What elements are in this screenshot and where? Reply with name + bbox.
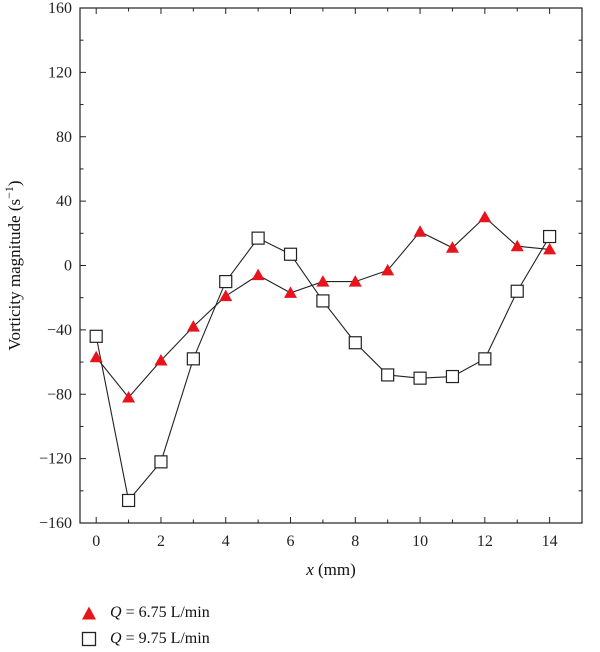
square-point bbox=[543, 229, 557, 244]
legend-var: Q bbox=[110, 604, 122, 621]
square-point bbox=[251, 231, 265, 245]
triangle-point bbox=[543, 242, 557, 255]
triangle-point bbox=[219, 289, 233, 302]
x-tick-label: 12 bbox=[477, 533, 493, 550]
square-point bbox=[89, 329, 103, 343]
triangle-point bbox=[154, 353, 168, 366]
square-point bbox=[121, 493, 136, 508]
legend-label: = 6.75 L/min bbox=[121, 604, 210, 621]
y-tick-label: 160 bbox=[48, 0, 72, 17]
square-point bbox=[154, 455, 168, 469]
y-tick-label: 120 bbox=[48, 64, 72, 81]
legend-label: = 9.75 L/min bbox=[121, 630, 210, 647]
triangle-point bbox=[445, 241, 459, 253]
square-point bbox=[219, 274, 233, 289]
x-tick-label: 10 bbox=[412, 533, 428, 550]
x-tick-label: 14 bbox=[542, 533, 558, 550]
x-axis-title: x (mm) bbox=[305, 560, 356, 579]
square-point bbox=[478, 352, 492, 366]
y-tick-label: −120 bbox=[39, 451, 72, 468]
triangle-point bbox=[316, 275, 330, 287]
triangle-point bbox=[381, 263, 395, 276]
square-point bbox=[316, 294, 330, 308]
x-tick-label: 4 bbox=[222, 533, 230, 550]
square-point bbox=[348, 336, 362, 350]
square-point bbox=[381, 368, 395, 382]
triangle-point bbox=[413, 225, 427, 237]
triangle-point bbox=[478, 210, 492, 223]
x-tick-label: 2 bbox=[157, 533, 165, 550]
triangle-point bbox=[186, 320, 200, 332]
y-tick-label: 40 bbox=[56, 193, 72, 210]
square-point bbox=[413, 371, 427, 385]
y-tick-label: 80 bbox=[56, 129, 72, 146]
legend-var: Q bbox=[110, 630, 122, 647]
x-tick-label: 0 bbox=[92, 533, 100, 550]
y-axis-title: Vorticity magnitude (s−1) bbox=[2, 180, 24, 350]
legend-item-q-9-75: Q = 9.75 L/min bbox=[78, 626, 210, 652]
open-square-icon bbox=[78, 628, 100, 650]
triangle-point bbox=[122, 390, 136, 403]
red-triangle-icon bbox=[78, 602, 100, 624]
chart: −160 −120 −80 −40 0 40 80 120 160 0 2 4 6 8 10 12 14 x (m… bbox=[2, 0, 583, 579]
triangle-point bbox=[89, 350, 103, 363]
square-point bbox=[445, 369, 460, 384]
y-tick-label: 0 bbox=[64, 258, 72, 275]
triangle-point bbox=[348, 275, 362, 287]
square-point bbox=[510, 284, 524, 298]
triangle-point bbox=[251, 268, 265, 281]
x-tick-label: 8 bbox=[351, 533, 359, 550]
square-point bbox=[186, 352, 200, 366]
square-point bbox=[283, 247, 298, 261]
y-tick-label: −80 bbox=[47, 386, 72, 403]
legend-item-q-6-75: Q = 6.75 L/min bbox=[78, 600, 210, 626]
legend: Q = 6.75 L/min Q = 9.75 L/min bbox=[78, 600, 210, 652]
triangle-point bbox=[284, 286, 298, 298]
plot-frame bbox=[79, 7, 583, 524]
triangle-point bbox=[510, 239, 524, 252]
y-tick-label: −160 bbox=[39, 515, 72, 532]
x-tick-label: 6 bbox=[287, 533, 295, 550]
y-tick-label: −40 bbox=[47, 322, 72, 339]
